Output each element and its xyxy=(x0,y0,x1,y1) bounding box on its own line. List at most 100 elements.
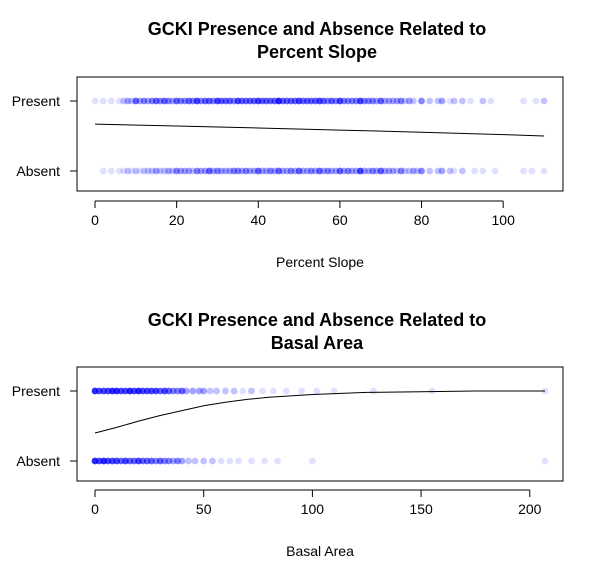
chart-1-absent-point xyxy=(185,167,193,175)
chart-1-absent-point xyxy=(140,167,148,175)
chart-2-present-point xyxy=(206,387,214,395)
chart-1-present-point xyxy=(467,97,474,105)
chart-1-title-line-2: Percent Slope xyxy=(257,42,377,62)
chart-1-absent-point xyxy=(361,167,368,175)
chart-1-present-point xyxy=(426,97,434,105)
chart-2-x-tick-label: 150 xyxy=(409,501,433,517)
chart-1-absent-point xyxy=(156,167,164,175)
chart-1-absent-point xyxy=(120,167,127,175)
chart-1-absent-point xyxy=(491,167,499,175)
chart-2-absent-point xyxy=(217,457,225,465)
chart-1-absent-point xyxy=(246,167,254,175)
chart-2-absent-point xyxy=(161,457,169,465)
chart-1-present-point xyxy=(410,97,417,105)
chart-1-absent-point xyxy=(287,167,295,175)
chart-1-absent-point xyxy=(144,167,152,175)
chart-1-absent-point xyxy=(438,167,446,175)
chart-1-absent-point xyxy=(169,167,177,175)
chart-1-absent-point xyxy=(152,167,160,175)
chart-1-absent-point xyxy=(385,167,393,175)
chart-2-absent-point xyxy=(226,457,234,465)
chart-2-present-point xyxy=(195,387,203,395)
chart-2-absent-point xyxy=(274,457,281,465)
chart-2-present-point xyxy=(282,387,290,395)
chart-2-present-point xyxy=(178,387,186,395)
chart-1-absent-point xyxy=(116,167,123,175)
chart-1-present-point xyxy=(344,97,352,105)
chart-1-present-point xyxy=(136,97,144,105)
chart-1-absent-point xyxy=(446,167,454,175)
chart-1-absent-point xyxy=(234,167,242,175)
chart-1-absent-point xyxy=(197,167,205,175)
chart-1-present-point xyxy=(401,97,409,105)
chart-1-x-tick-label: 40 xyxy=(250,212,266,228)
chart-1-present-point xyxy=(132,97,140,105)
chart-1-absent-point xyxy=(303,167,311,175)
chart-1-present-point xyxy=(336,97,344,105)
chart-2-present-point xyxy=(259,387,266,395)
chart-1-absent-point xyxy=(405,167,413,175)
chart-2-x-tick-label: 100 xyxy=(301,501,325,517)
chart-1-absent-point xyxy=(279,167,287,175)
chart-1-present-point xyxy=(369,97,376,105)
chart-1-present-point xyxy=(120,97,127,105)
chart-1-absent-point xyxy=(328,167,336,175)
chart-1-absent-point xyxy=(369,167,376,175)
chart-1-present-point xyxy=(144,97,152,105)
chart-2-absent-point xyxy=(174,457,182,465)
chart-1-present-point xyxy=(177,97,185,105)
chart-1-absent-point xyxy=(540,167,548,175)
chart-1-present-point xyxy=(124,97,132,105)
chart-1-present-point xyxy=(381,97,389,105)
chart-1-absent-point xyxy=(136,167,144,175)
chart-1-present-point xyxy=(185,97,193,105)
chart-1-absent-point xyxy=(377,167,385,175)
chart-percent-slope: GCKI Presence and Absence Related to Per… xyxy=(12,19,564,270)
chart-1-present-point xyxy=(356,97,364,105)
chart-1-absent-point xyxy=(471,167,478,175)
chart-1-absent-point xyxy=(254,167,262,175)
chart-1-present-point xyxy=(377,97,385,105)
chart-1-present-point xyxy=(107,97,115,105)
chart-1-absent-point xyxy=(381,167,389,175)
chart-1-present-point xyxy=(405,97,413,105)
chart-1-present-point xyxy=(450,97,458,105)
chart-1-points xyxy=(91,97,548,175)
chart-1-present-point xyxy=(320,97,327,105)
chart-2-absent-point xyxy=(235,457,242,465)
chart-1-absent-point xyxy=(459,167,466,175)
chart-1-absent-point xyxy=(275,167,283,175)
chart-2-absent-point xyxy=(185,457,192,465)
chart-1-absent-point xyxy=(320,167,327,175)
chart-2-present-point xyxy=(428,387,436,395)
chart-1-absent-point xyxy=(389,167,397,175)
chart-1-absent-point xyxy=(205,167,213,175)
chart-1-present-point xyxy=(540,97,548,105)
chart-1-absent-point xyxy=(226,167,234,175)
chart-2-absent-point xyxy=(309,457,316,465)
chart-2-absent-point xyxy=(169,457,177,465)
chart-1-present-point xyxy=(389,97,397,105)
chart-2-x-axis-title: Basal Area xyxy=(286,543,354,559)
chart-2-present-point xyxy=(169,387,177,395)
chart-1-absent-point xyxy=(214,167,221,175)
chart-1-present-point xyxy=(348,97,356,105)
chart-2-present-point xyxy=(269,387,277,395)
chart-1-absent-point xyxy=(356,167,364,175)
chart-1-present-point xyxy=(226,97,234,105)
chart-1-y-tick-label: Present xyxy=(12,93,60,109)
chart-1-x-tick-label: 80 xyxy=(414,212,430,228)
chart-1-x-tick-label: 20 xyxy=(169,212,185,228)
chart-1-absent-point xyxy=(242,167,250,175)
chart-2-absent-point xyxy=(200,457,208,465)
chart-1-absent-point xyxy=(401,167,409,175)
chart-1-absent-point xyxy=(238,167,246,175)
chart-1-x-axis-title: Percent Slope xyxy=(276,254,364,270)
chart-1-absent-point xyxy=(414,167,421,175)
chart-1-absent-point xyxy=(426,167,434,175)
chart-1-present-point xyxy=(328,97,336,105)
chart-1-x-tick-label: 100 xyxy=(492,212,516,228)
chart-1-absent-point xyxy=(148,167,156,175)
chart-2-absent-point xyxy=(209,457,216,465)
